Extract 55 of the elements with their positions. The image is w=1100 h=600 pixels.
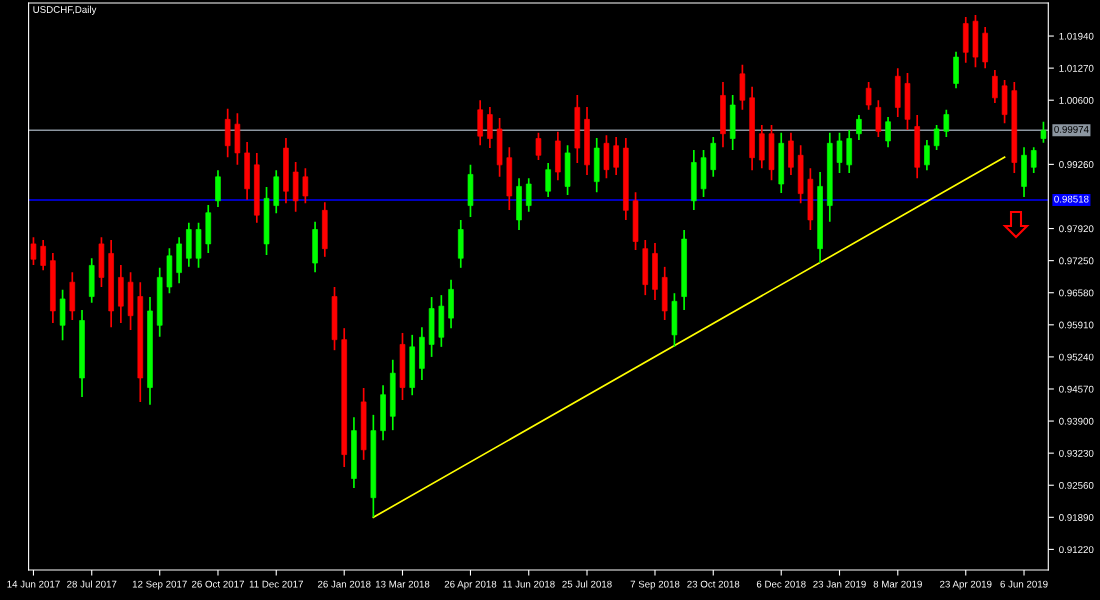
- y-tick-label: 0.95240: [1059, 353, 1094, 361]
- x-tick-label: 26 Apr 2018: [444, 580, 497, 590]
- x-tick-label: 11 Jun 2018: [503, 580, 555, 588]
- y-tick-label: 0.99260: [1059, 161, 1094, 168]
- candlestick: [992, 69, 998, 104]
- candlestick: [487, 106, 493, 149]
- y-tick-label: 0.92560: [1059, 481, 1094, 489]
- ref-line-label: 0.98518: [1054, 195, 1089, 203]
- x-tick-label: 25 Jul 2018: [562, 580, 612, 588]
- x-tick-label: 23 Oct 2018: [687, 580, 740, 588]
- y-tick-label: 0.91890: [1059, 514, 1094, 521]
- candlestick: [933, 124, 940, 151]
- x-tick-label: 14 Jun 2017: [7, 580, 60, 588]
- candlestick: [302, 167, 309, 205]
- x-tick-label: 6 Jun 2019: [1000, 580, 1048, 588]
- candlestick: [535, 131, 542, 161]
- y-tick-label: 1.00600: [1059, 96, 1094, 104]
- y-tick-label: 0.94570: [1059, 385, 1094, 393]
- candlestick: [525, 177, 532, 213]
- y-tick-label: 0.97250: [1059, 257, 1094, 265]
- candlestick: [924, 139, 930, 171]
- candlestick: [1030, 146, 1037, 174]
- x-tick-label: 12 Sep 2017: [132, 580, 187, 590]
- y-tick-label: 1.01270: [1059, 64, 1094, 72]
- x-tick-label: 8 Mar 2019: [873, 580, 922, 588]
- x-tick-label: 26 Jan 2018: [317, 580, 371, 588]
- candlestick: [865, 81, 872, 111]
- x-tick-label: 6 Dec 2018: [756, 580, 806, 588]
- candlestick: [885, 116, 891, 148]
- y-tick-label: 0.97920: [1059, 225, 1094, 233]
- candlestick: [943, 108, 950, 138]
- x-tick-label: 13 Mar 2018: [375, 580, 430, 588]
- candlestick: [40, 239, 46, 272]
- candlestick: [856, 114, 862, 141]
- y-tick-label: 1.01940: [1059, 32, 1094, 40]
- x-tick-label: 23 Jan 2019: [813, 580, 866, 588]
- x-tick-label: 26 Oct 2017: [191, 580, 244, 588]
- candlestick: [613, 136, 619, 176]
- y-tick-label: 0.95910: [1059, 321, 1094, 329]
- y-tick-label: 0.93900: [1059, 417, 1094, 425]
- candlestick: [1040, 120, 1047, 144]
- candlestick: [545, 162, 551, 198]
- candlestick: [215, 169, 221, 208]
- candlestick: [30, 236, 37, 266]
- x-tick-label: 7 Sep 2018: [630, 580, 680, 590]
- x-tick-label: 23 Apr 2019: [940, 580, 992, 590]
- y-tick-label: 0.91220: [1059, 546, 1094, 554]
- y-tick-label: 0.96580: [1059, 289, 1094, 297]
- x-tick-label: 11 Dec 2017: [249, 580, 303, 588]
- x-tick-label: 28 Jul 2017: [67, 580, 117, 588]
- chart-title: USDCHF,Daily: [33, 5, 97, 15]
- y-tick-label: 0.93230: [1059, 449, 1094, 457]
- candlestick: [836, 131, 843, 174]
- ref-line-label: 0.99974: [1054, 125, 1089, 133]
- candlestick: [875, 99, 882, 138]
